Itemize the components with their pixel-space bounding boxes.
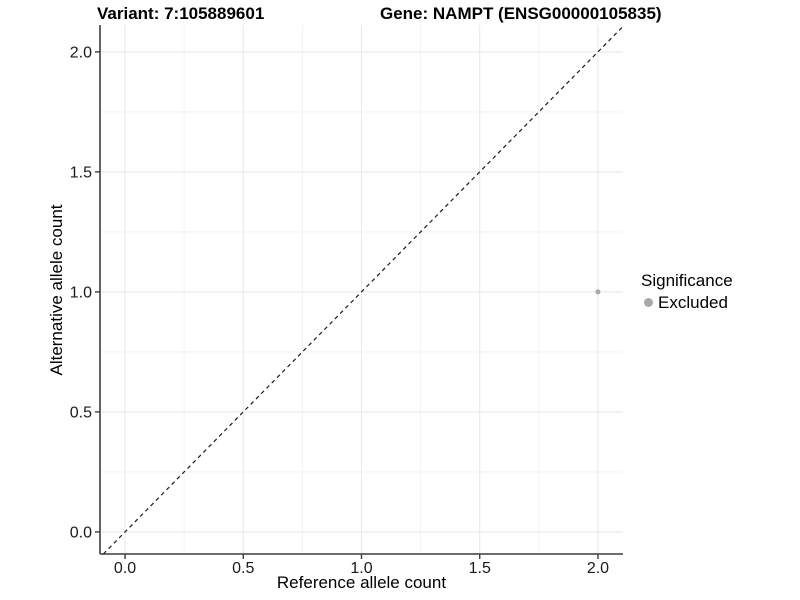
x-tick-label: 2.0 [587,560,609,577]
gene-title: Gene: NAMPT (ENSG00000105835) [380,4,662,23]
y-tick-label: 0.0 [70,524,92,541]
data-point [595,289,601,295]
y-tick-label: 0.5 [70,404,92,421]
variant-title: Variant: 7:105889601 [97,4,265,23]
legend-item-label: Excluded [658,293,728,312]
y-tick-label: 2.0 [70,44,92,61]
y-tick-label: 1.5 [70,164,92,181]
legend-item-excluded: Excluded [644,293,733,312]
legend: Significance Excluded [641,271,733,312]
x-tick-label: 1.0 [350,560,372,577]
legend-point-icon [644,298,653,307]
x-axis-title: Reference allele count [276,573,447,592]
legend-title: Significance [641,271,733,290]
y-tick-label: 1.0 [70,284,92,301]
y-axis-title: Alternative allele count [47,204,66,376]
x-tick-label: 0.5 [232,560,254,577]
x-tick-label: 1.5 [469,560,491,577]
x-tick-label: 0.0 [114,560,136,577]
identity-line [102,26,624,555]
